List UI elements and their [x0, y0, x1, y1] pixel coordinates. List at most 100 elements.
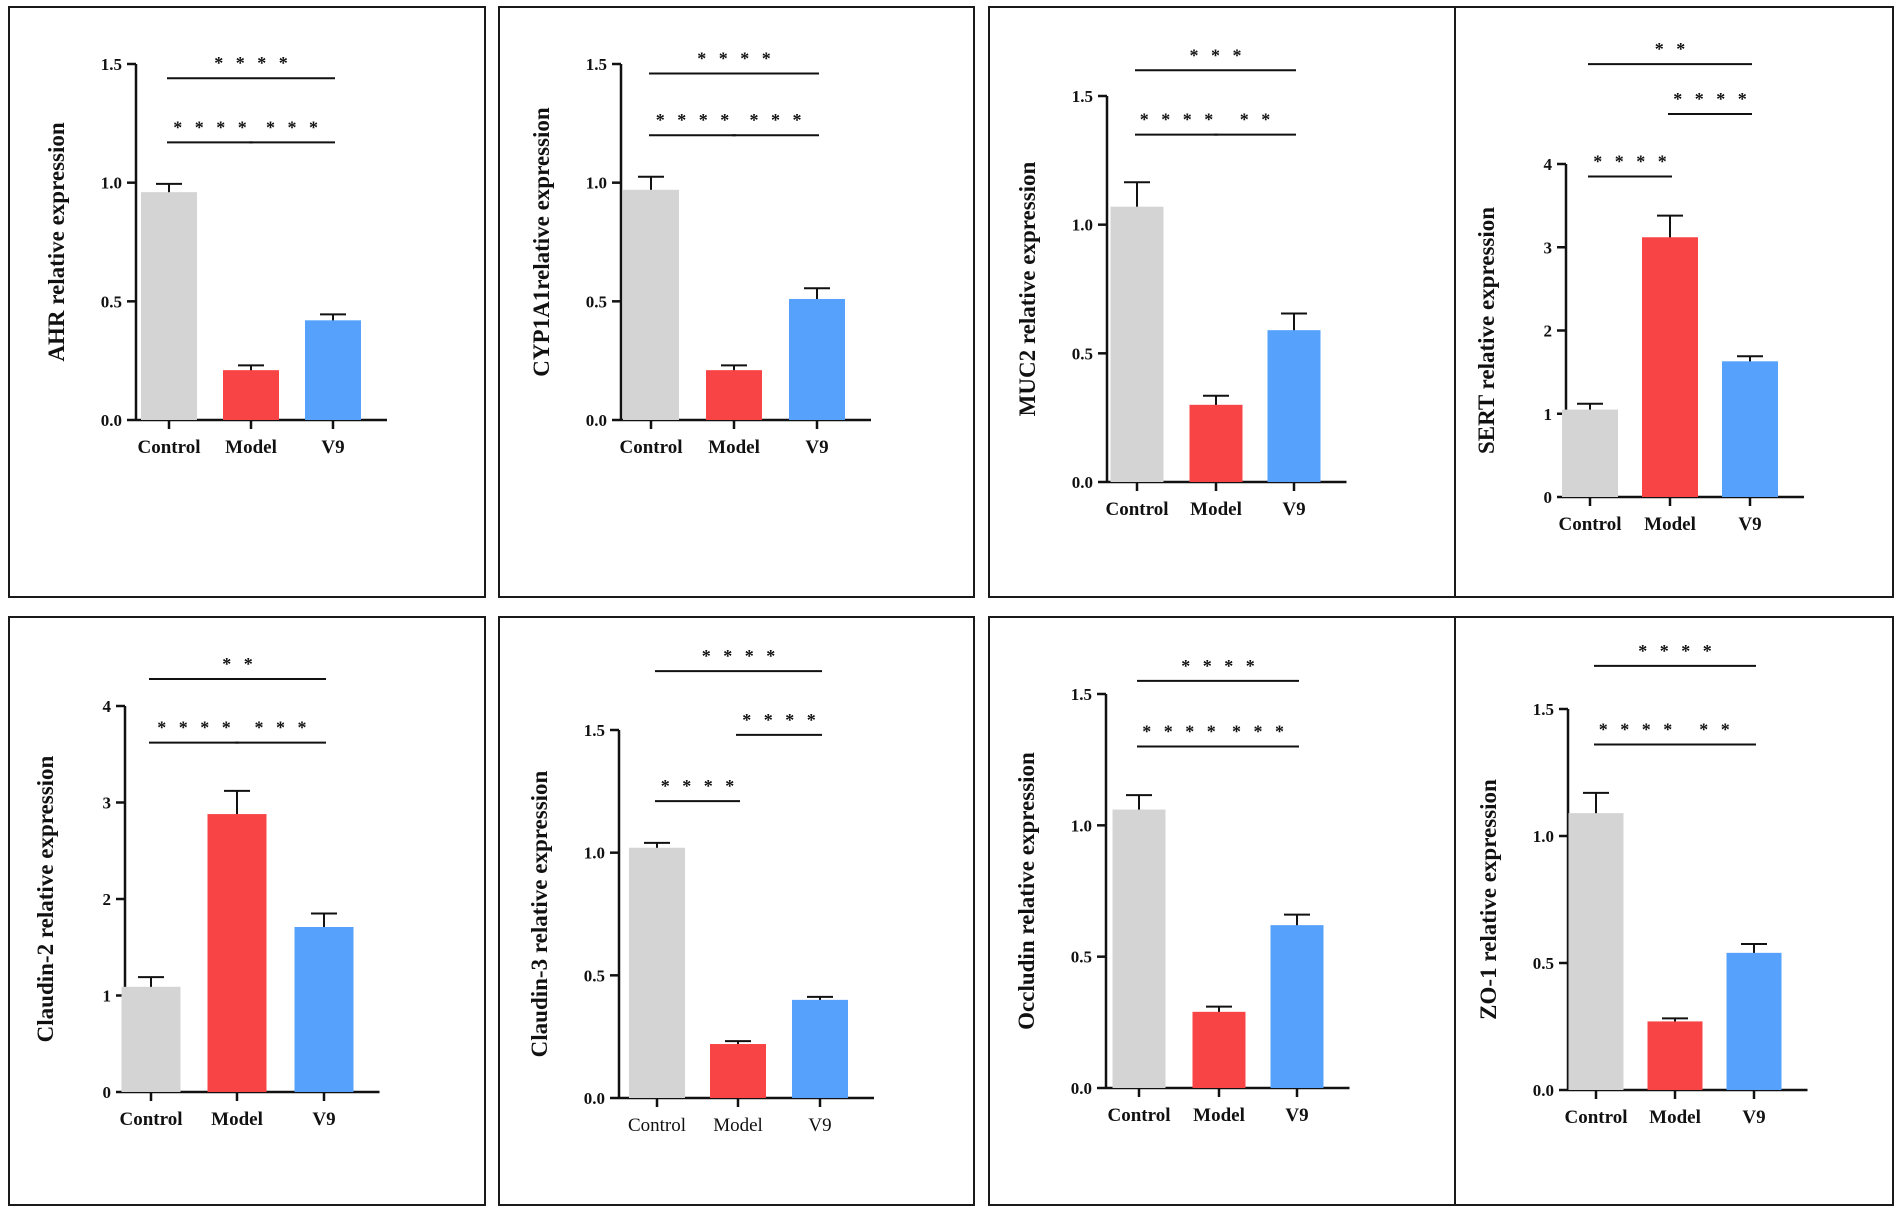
chart-claudin2: 0 1 2 3 4 Claudin-2 relative expression Contro…: [33, 654, 380, 1130]
significance-label: * * * *: [1638, 641, 1716, 661]
significance-label: * * *: [255, 718, 311, 738]
x-category-label: Model: [1644, 514, 1696, 535]
y-tick-label: 1: [103, 987, 112, 1006]
significance-label: * * * *: [1599, 720, 1677, 740]
significance-label: * * *: [266, 117, 322, 137]
chart-zo1: 0.0 0.5 1.0 1.5 ZO-1 relative expression Cont…: [1476, 641, 1808, 1128]
y-axis-label: ZO-1 relative expression: [1476, 779, 1501, 1020]
bar-v9: [1270, 925, 1324, 1088]
significance-label: * * * *: [742, 710, 820, 730]
x-category-label: V9: [321, 437, 344, 458]
x-category-label: V9: [312, 1109, 335, 1130]
significance-label: * * * *: [157, 718, 235, 738]
chart-panel-muc2: 0.0 0.5 1.0 1.5 MUC2 relative expression Cont…: [988, 6, 1466, 598]
chart-claudin3: 0.0 0.5 1.0 1.5 Claudin-3 relative expressio…: [527, 646, 874, 1136]
y-tick-label: 1.5: [1072, 87, 1093, 106]
x-category-label: Control: [1106, 499, 1169, 520]
y-tick-label: 0.5: [1072, 344, 1093, 363]
y-tick-label: 1.5: [1533, 700, 1554, 719]
bar-v9: [305, 320, 361, 420]
y-tick-label: 1.0: [586, 174, 607, 193]
y-axis-label: Claudin-3 relative expression: [527, 770, 552, 1057]
y-tick-label: 3: [103, 794, 112, 813]
y-tick-label: 0.5: [1071, 948, 1092, 967]
y-tick-label: 0.0: [101, 411, 122, 430]
x-category-label: V9: [1282, 499, 1305, 520]
y-axis-label: Claudin-2 relative expression: [33, 755, 58, 1042]
bar-control: [1568, 813, 1624, 1090]
bar-control: [623, 189, 679, 420]
x-category-label: Control: [1565, 1107, 1628, 1128]
chart-panel-claudin2: 0 1 2 3 4 Claudin-2 relative expression Contro…: [8, 616, 486, 1206]
y-tick-label: 1.5: [101, 55, 122, 74]
bar-v9: [1267, 330, 1321, 482]
y-tick-label: 1.0: [101, 174, 122, 193]
x-category-label: Control: [1108, 1105, 1171, 1126]
x-category-label: Model: [211, 1109, 263, 1130]
y-tick-label: 1: [1544, 405, 1553, 424]
bar-control: [141, 192, 197, 420]
y-tick-label: 0.0: [584, 1089, 605, 1108]
significance-label: * *: [1240, 110, 1275, 130]
chart-panel-ahr: 0.0 0.5 1.0 1.5 AHR relative expression Contr…: [8, 6, 486, 598]
y-tick-label: 0.5: [101, 292, 122, 311]
bar-model: [1642, 237, 1698, 497]
bar-model: [1192, 1011, 1246, 1088]
bar-v9: [294, 926, 354, 1092]
bar-model: [706, 370, 762, 420]
x-category-label: Control: [628, 1115, 686, 1136]
chart-panel-occludin: 0.0 0.5 1.0 1.5 Occludin relative expression…: [988, 616, 1466, 1206]
chart-occludin: 0.0 0.5 1.0 1.5 Occludin relative expression…: [1014, 656, 1350, 1126]
bar-model: [1189, 404, 1243, 482]
bar-model: [223, 370, 279, 420]
x-category-label: Control: [138, 437, 201, 458]
y-axis-label: SERT relative expression: [1474, 207, 1499, 454]
bar-v9: [1726, 952, 1782, 1090]
y-tick-label: 0.5: [586, 292, 607, 311]
y-tick-label: 1.5: [584, 721, 605, 740]
x-category-label: V9: [1742, 1107, 1765, 1128]
y-tick-label: 0.0: [1533, 1081, 1554, 1100]
y-tick-label: 4: [103, 697, 112, 716]
x-category-label: Control: [620, 437, 683, 458]
y-tick-label: 0.5: [1533, 954, 1554, 973]
y-tick-label: 4: [1544, 155, 1553, 174]
significance-label: * * * *: [656, 110, 734, 130]
y-tick-label: 1.0: [1071, 816, 1092, 835]
chart-panel-claudin3: 0.0 0.5 1.0 1.5 Claudin-3 relative expressio…: [498, 616, 975, 1206]
y-tick-label: 2: [103, 890, 112, 909]
x-category-label: V9: [1285, 1105, 1308, 1126]
x-category-label: Model: [1649, 1107, 1701, 1128]
chart-cyp1a1: 0.0 0.5 1.0 1.5 CYP1A1relative expression Con…: [529, 48, 871, 458]
bar-control: [121, 986, 181, 1092]
significance-label: * * * *: [1142, 722, 1220, 742]
bar-v9: [792, 999, 848, 1098]
bar-control: [1110, 206, 1164, 483]
y-axis-label: CYP1A1relative expression: [529, 107, 554, 377]
y-axis-label: Occludin relative expression: [1014, 752, 1039, 1030]
significance-label: * * *: [1190, 45, 1246, 65]
significance-label: * * *: [1232, 722, 1288, 742]
y-tick-label: 0.0: [1071, 1079, 1092, 1098]
x-category-label: Model: [713, 1115, 763, 1136]
significance-label: * * * *: [702, 646, 780, 666]
bar-control: [629, 847, 685, 1098]
bar-model: [207, 814, 267, 1092]
significance-label: * * * *: [173, 117, 251, 137]
significance-label: * * * *: [661, 776, 739, 796]
significance-label: * * * *: [1593, 151, 1671, 171]
y-axis-label: AHR relative expression: [44, 122, 69, 362]
significance-label: * *: [1699, 720, 1734, 740]
y-tick-label: 0.5: [584, 966, 605, 985]
x-category-label: Control: [1559, 514, 1622, 535]
x-category-label: Model: [1190, 499, 1242, 520]
y-tick-label: 3: [1544, 238, 1553, 257]
chart-ahr: 0.0 0.5 1.0 1.5 AHR relative expression Contr…: [44, 53, 387, 458]
significance-label: * *: [222, 654, 257, 674]
bar-v9: [789, 298, 845, 420]
x-category-label: Model: [225, 437, 277, 458]
chart-sert: 0 1 2 3 4 SERT relative expression Control Mode…: [1474, 39, 1804, 535]
chart-muc2: 0.0 0.5 1.0 1.5 MUC2 relative expression Cont…: [1015, 45, 1347, 520]
x-category-label: Control: [120, 1109, 183, 1130]
significance-label: * * * *: [1673, 89, 1751, 109]
